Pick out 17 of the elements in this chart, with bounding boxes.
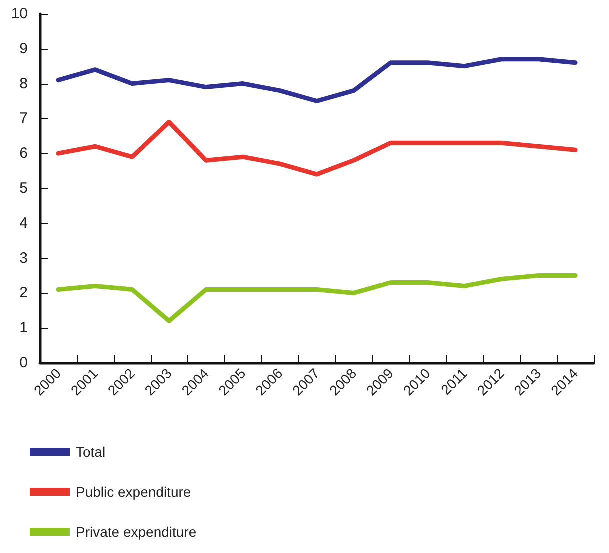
y-tick-label: 10 <box>11 6 28 22</box>
y-tick-label: 1 <box>20 320 28 337</box>
y-tick-label: 3 <box>20 250 28 267</box>
y-tick-label: 9 <box>20 40 28 58</box>
y-tick-label: 8 <box>20 75 28 92</box>
legend-label: Total <box>76 444 106 460</box>
legend-label: Public expenditure <box>76 484 192 500</box>
y-tick-label: 2 <box>20 284 28 302</box>
legend-label: Private expenditure <box>76 524 197 540</box>
line-series <box>56 274 578 324</box>
y-tick-label: 0 <box>20 354 28 372</box>
y-tick-label: 4 <box>20 214 28 232</box>
y-tick-label: 5 <box>20 180 28 197</box>
y-tick-label: 7 <box>20 110 28 128</box>
line-series <box>56 57 578 104</box>
y-tick-label: 6 <box>20 145 28 162</box>
line-series <box>56 120 578 177</box>
